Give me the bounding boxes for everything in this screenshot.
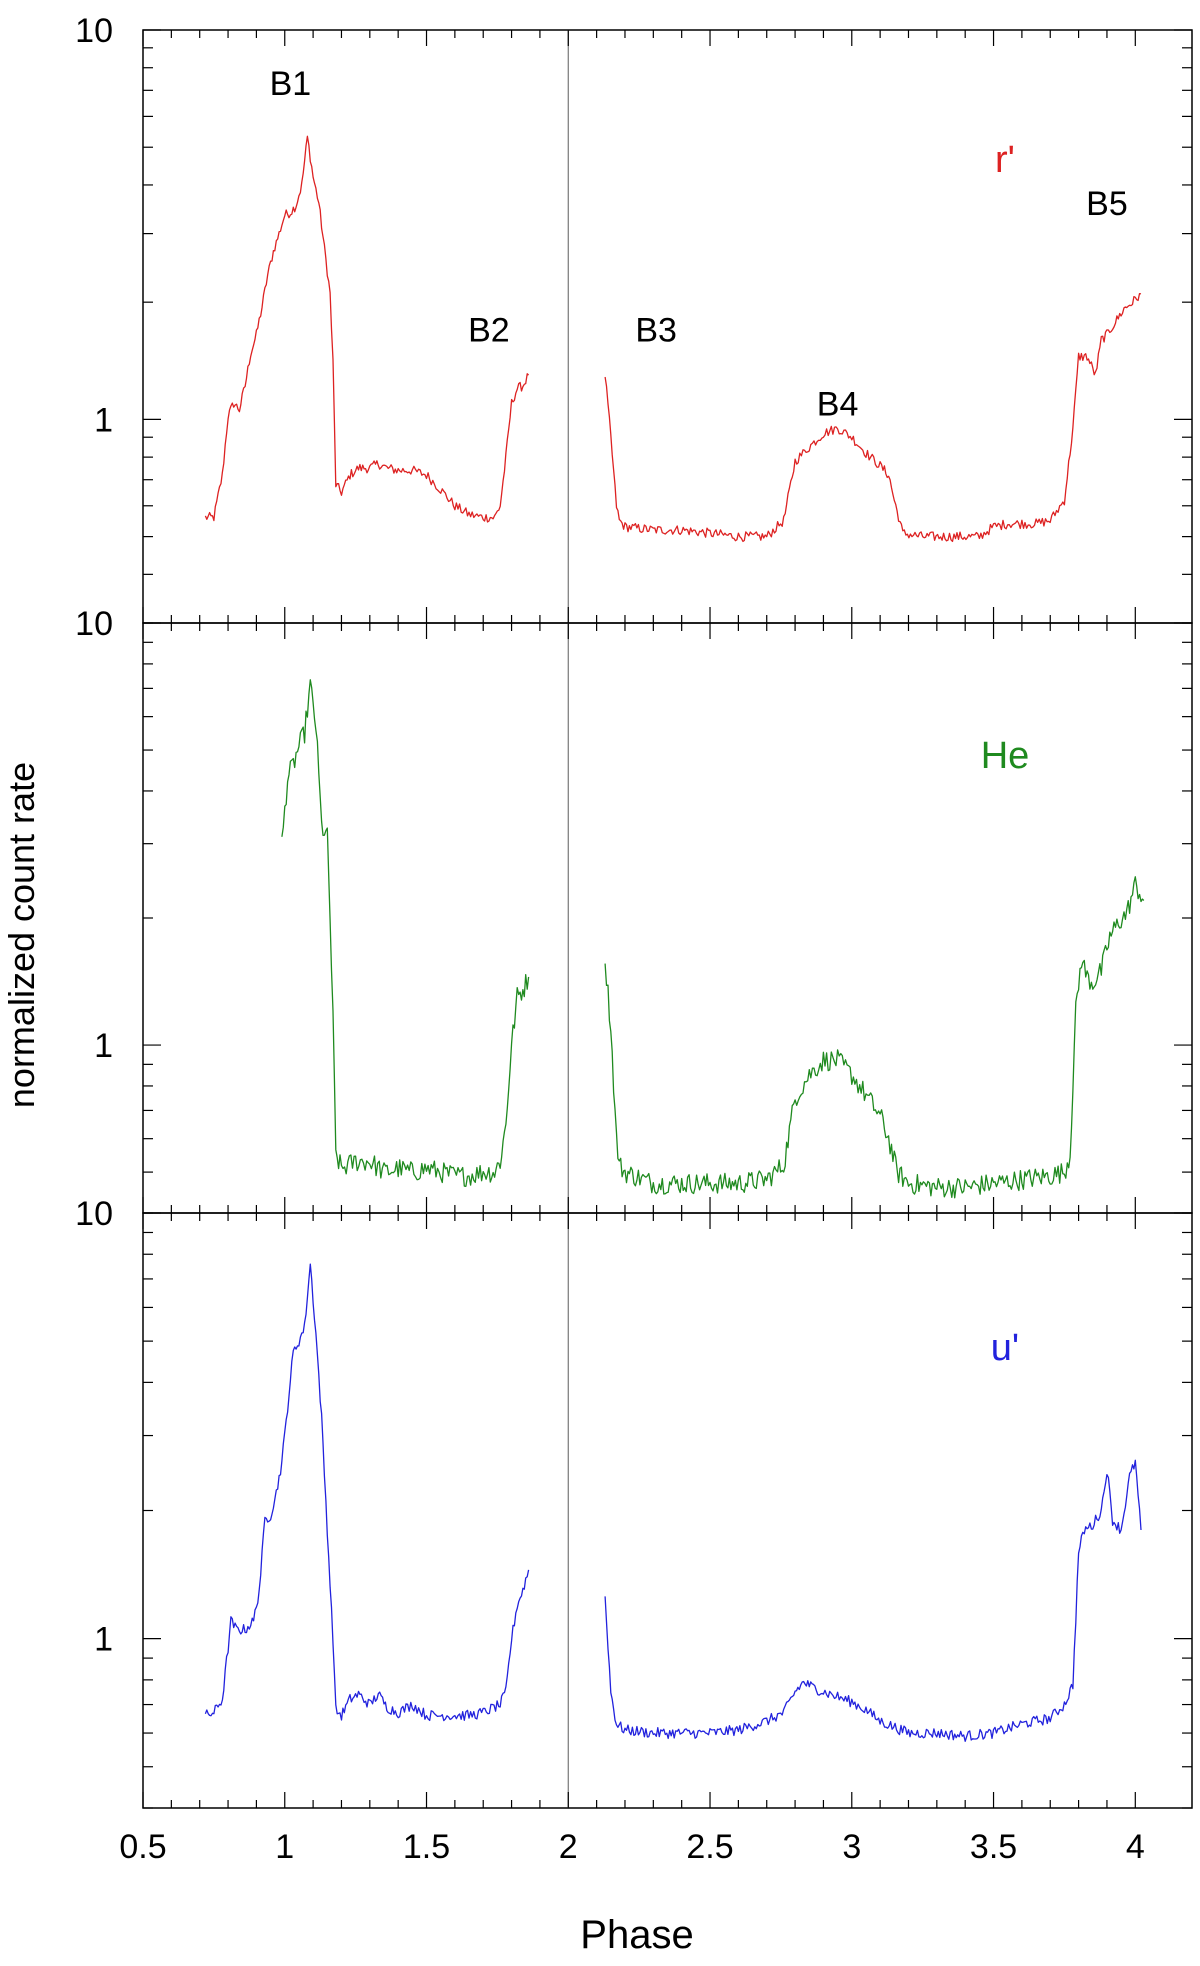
series-line: [204, 1263, 530, 1722]
x-tick-label: 3: [842, 1828, 861, 1866]
y-tick-label: 10: [75, 1195, 113, 1233]
y-tick-label: 1: [94, 401, 113, 439]
x-tick-label: 2.5: [686, 1828, 733, 1866]
panel-2: 10 1 He: [75, 605, 1193, 1214]
x-tick-label: 0.5: [119, 1828, 166, 1866]
x-tick-label: 1: [275, 1828, 294, 1866]
x-tick-label: 4: [1126, 1828, 1145, 1866]
panel-1: 10 1 r' B1 B2 B3 B4 B5: [75, 12, 1193, 624]
y-axis-label: normalized count rate: [1, 762, 42, 1108]
series-line: [204, 135, 530, 523]
y-tick-label: 1: [94, 1027, 113, 1065]
x-tick-label: 2: [559, 1828, 578, 1866]
series-line: [604, 876, 1145, 1199]
panel-label: u': [991, 1327, 1019, 1369]
y-tick-label: 10: [75, 12, 113, 50]
panel-3: 10 1 u': [75, 1195, 1193, 1809]
annotation: B4: [817, 385, 859, 423]
y-tick-label: 1: [94, 1621, 113, 1659]
annotation: B1: [270, 65, 312, 103]
panel-label: He: [981, 735, 1030, 777]
annotation: B3: [635, 312, 677, 350]
x-axis-label: Phase: [580, 1913, 693, 1957]
series-line: [604, 292, 1142, 543]
panel-label: r': [995, 139, 1015, 181]
y-tick-label: 10: [75, 605, 113, 643]
series-line: [281, 679, 530, 1187]
x-tick-label: 3.5: [970, 1828, 1017, 1866]
annotation: B5: [1086, 185, 1128, 223]
series-line: [604, 1459, 1142, 1742]
x-tick-label: 1.5: [403, 1828, 450, 1866]
panel-frame: [142, 622, 1193, 1214]
annotation: B2: [468, 312, 510, 350]
